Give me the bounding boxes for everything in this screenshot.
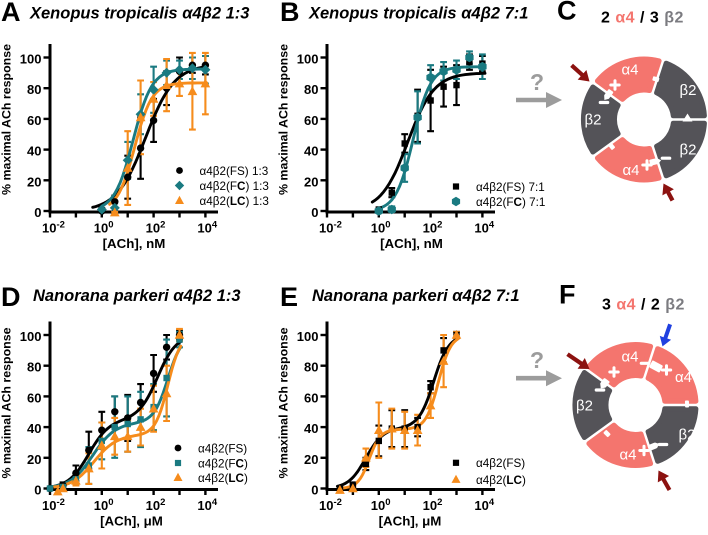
svg-text:% maximal ACh response: % maximal ACh response: [276, 327, 290, 478]
svg-text:3 α4 / 2 β2: 3 α4 / 2 β2: [602, 297, 685, 314]
svg-text:80: 80: [304, 360, 318, 375]
svg-text:Nanorana parkeri α4β2 7:1: Nanorana parkeri α4β2 7:1: [312, 287, 520, 305]
svg-text:β2: β2: [680, 142, 697, 159]
svg-text:60: 60: [27, 113, 41, 128]
svg-text:[ACh], nM: [ACh], nM: [380, 236, 443, 251]
svg-text:α4β2(LC): α4β2(LC): [198, 472, 248, 485]
svg-text:?: ?: [530, 347, 544, 373]
svg-text:100: 100: [297, 329, 319, 344]
svg-text:D: D: [1, 282, 21, 312]
svg-text:α4: α4: [675, 369, 692, 386]
svg-text:B: B: [280, 0, 300, 27]
svg-text:[ACh], μM: [ACh], μM: [100, 514, 163, 529]
svg-text:α4β2(FS) 1:3: α4β2(FS) 1:3: [200, 165, 269, 178]
svg-text:β2: β2: [680, 82, 697, 99]
svg-text:60: 60: [304, 113, 318, 128]
svg-text:40: 40: [27, 144, 41, 159]
svg-text:20: 20: [304, 174, 318, 189]
svg-text:α4β2(FC) 7:1: α4β2(FC) 7:1: [476, 196, 545, 209]
svg-text:100: 100: [297, 52, 319, 67]
svg-text:[ACh], μM: [ACh], μM: [379, 514, 442, 529]
svg-text:40: 40: [27, 421, 41, 436]
svg-text:E: E: [280, 282, 298, 312]
svg-text:β2: β2: [585, 112, 602, 129]
svg-text:[ACh], nM: [ACh], nM: [103, 236, 166, 251]
svg-text:α4: α4: [621, 349, 638, 366]
svg-text:β2: β2: [679, 427, 696, 444]
svg-text:Nanorana parkeri α4β2 1:3: Nanorana parkeri α4β2 1:3: [33, 287, 241, 305]
svg-text:C: C: [557, 0, 577, 26]
svg-text:α4β2(FC): α4β2(FC): [198, 457, 248, 470]
svg-text:Xenopus tropicalis α4β2 7:1: Xenopus tropicalis α4β2 7:1: [308, 5, 528, 23]
svg-text:α4β2(LC) 1:3: α4β2(LC) 1:3: [200, 195, 269, 208]
svg-text:Xenopus tropicalis α4β2 1:3: Xenopus tropicalis α4β2 1:3: [29, 5, 249, 23]
svg-text:20: 20: [27, 452, 41, 467]
svg-text:20: 20: [304, 452, 318, 467]
svg-text:F: F: [559, 280, 576, 310]
svg-text:% maximal ACh response: % maximal ACh response: [276, 44, 290, 195]
svg-text:80: 80: [304, 82, 318, 97]
svg-text:α4: α4: [622, 162, 639, 179]
svg-text:100: 100: [20, 52, 42, 67]
svg-text:60: 60: [304, 390, 318, 405]
svg-text:% maximal ACh response: % maximal ACh response: [0, 44, 13, 195]
svg-text:60: 60: [27, 390, 41, 405]
svg-text:α4β2(FS): α4β2(FS): [198, 442, 247, 455]
svg-text:?: ?: [530, 69, 544, 95]
svg-text:β2: β2: [576, 398, 593, 415]
svg-text:0: 0: [34, 483, 41, 498]
svg-text:80: 80: [27, 82, 41, 97]
svg-text:A: A: [1, 0, 21, 27]
svg-text:80: 80: [27, 360, 41, 375]
svg-text:40: 40: [304, 421, 318, 436]
svg-text:α4: α4: [619, 447, 636, 464]
svg-text:100: 100: [20, 329, 42, 344]
svg-text:α4β2(LC): α4β2(LC): [476, 474, 526, 487]
svg-text:α4: α4: [621, 62, 638, 79]
svg-text:α4β2(FS): α4β2(FS): [476, 457, 525, 470]
svg-text:α4β2(FS) 7:1: α4β2(FS) 7:1: [476, 181, 545, 194]
svg-text:0: 0: [311, 205, 318, 220]
svg-text:0: 0: [34, 205, 41, 220]
svg-text:% maximal ACh response: % maximal ACh response: [0, 327, 13, 478]
svg-text:2 α4 / 3 β2: 2 α4 / 3 β2: [601, 10, 684, 27]
svg-text:α4β2(FC) 1:3: α4β2(FC) 1:3: [200, 180, 269, 193]
svg-text:40: 40: [304, 144, 318, 159]
svg-text:0: 0: [311, 483, 318, 498]
svg-text:20: 20: [27, 174, 41, 189]
